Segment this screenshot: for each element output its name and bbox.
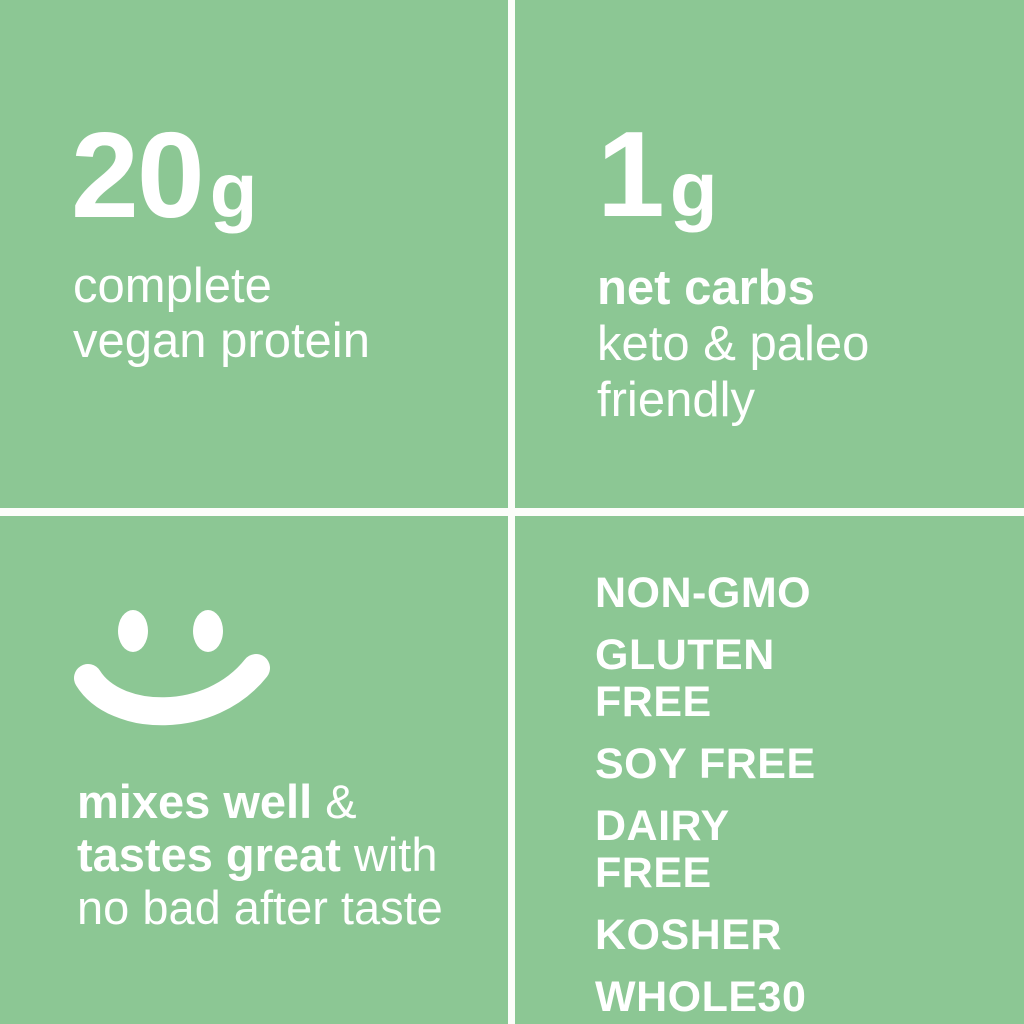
protein-value: 20	[71, 107, 205, 243]
carbs-line-2: friendly	[597, 373, 755, 427]
taste-line-3: no bad after taste	[77, 881, 443, 934]
badge-non-gmo: NON-GMO	[595, 569, 812, 617]
badge-soy-free: SOY FREE	[595, 740, 816, 788]
carbs-unit: g	[669, 145, 718, 233]
carbs-value: 1	[597, 106, 665, 242]
carbs-stat: 1g	[597, 113, 718, 235]
carbs-line-1: keto & paleo	[597, 317, 870, 371]
badge-gluten-free: GLUTEN FREE	[595, 631, 775, 726]
taste-line-1-regular: &	[312, 775, 357, 828]
badge-list: NON-GMO GLUTEN FREE SOY FREE DAIRY FREE …	[595, 570, 858, 1024]
taste-line-2-bold: tastes great	[77, 828, 341, 881]
badge-dairy-free: DAIRY FREE	[595, 802, 729, 897]
taste-description: mixes well & tastes great with no bad af…	[77, 775, 443, 934]
taste-line-2-regular: with	[340, 828, 438, 881]
badge-whole30-label: WHOLE30 APPROVED	[595, 973, 807, 1021]
taste-line-2: tastes great with	[77, 828, 443, 881]
protein-description: complete vegan protein	[73, 259, 370, 369]
badge-kosher: KOSHER	[595, 911, 782, 959]
badge-whole30-approved: WHOLE30 APPROVED®	[595, 974, 858, 1024]
taste-line-1: mixes well &	[77, 775, 443, 828]
taste-line-1-bold: mixes well	[77, 775, 313, 828]
smiley-icon	[74, 610, 270, 726]
carbs-description: net carbs keto & paleo friendly	[597, 260, 869, 428]
protein-stat: 20g	[71, 114, 257, 236]
horizontal-divider	[0, 508, 1024, 516]
protein-unit: g	[209, 146, 258, 234]
protein-line-1: complete	[73, 259, 272, 313]
carbs-headline: net carbs	[597, 261, 815, 315]
protein-line-2: vegan protein	[73, 314, 370, 368]
